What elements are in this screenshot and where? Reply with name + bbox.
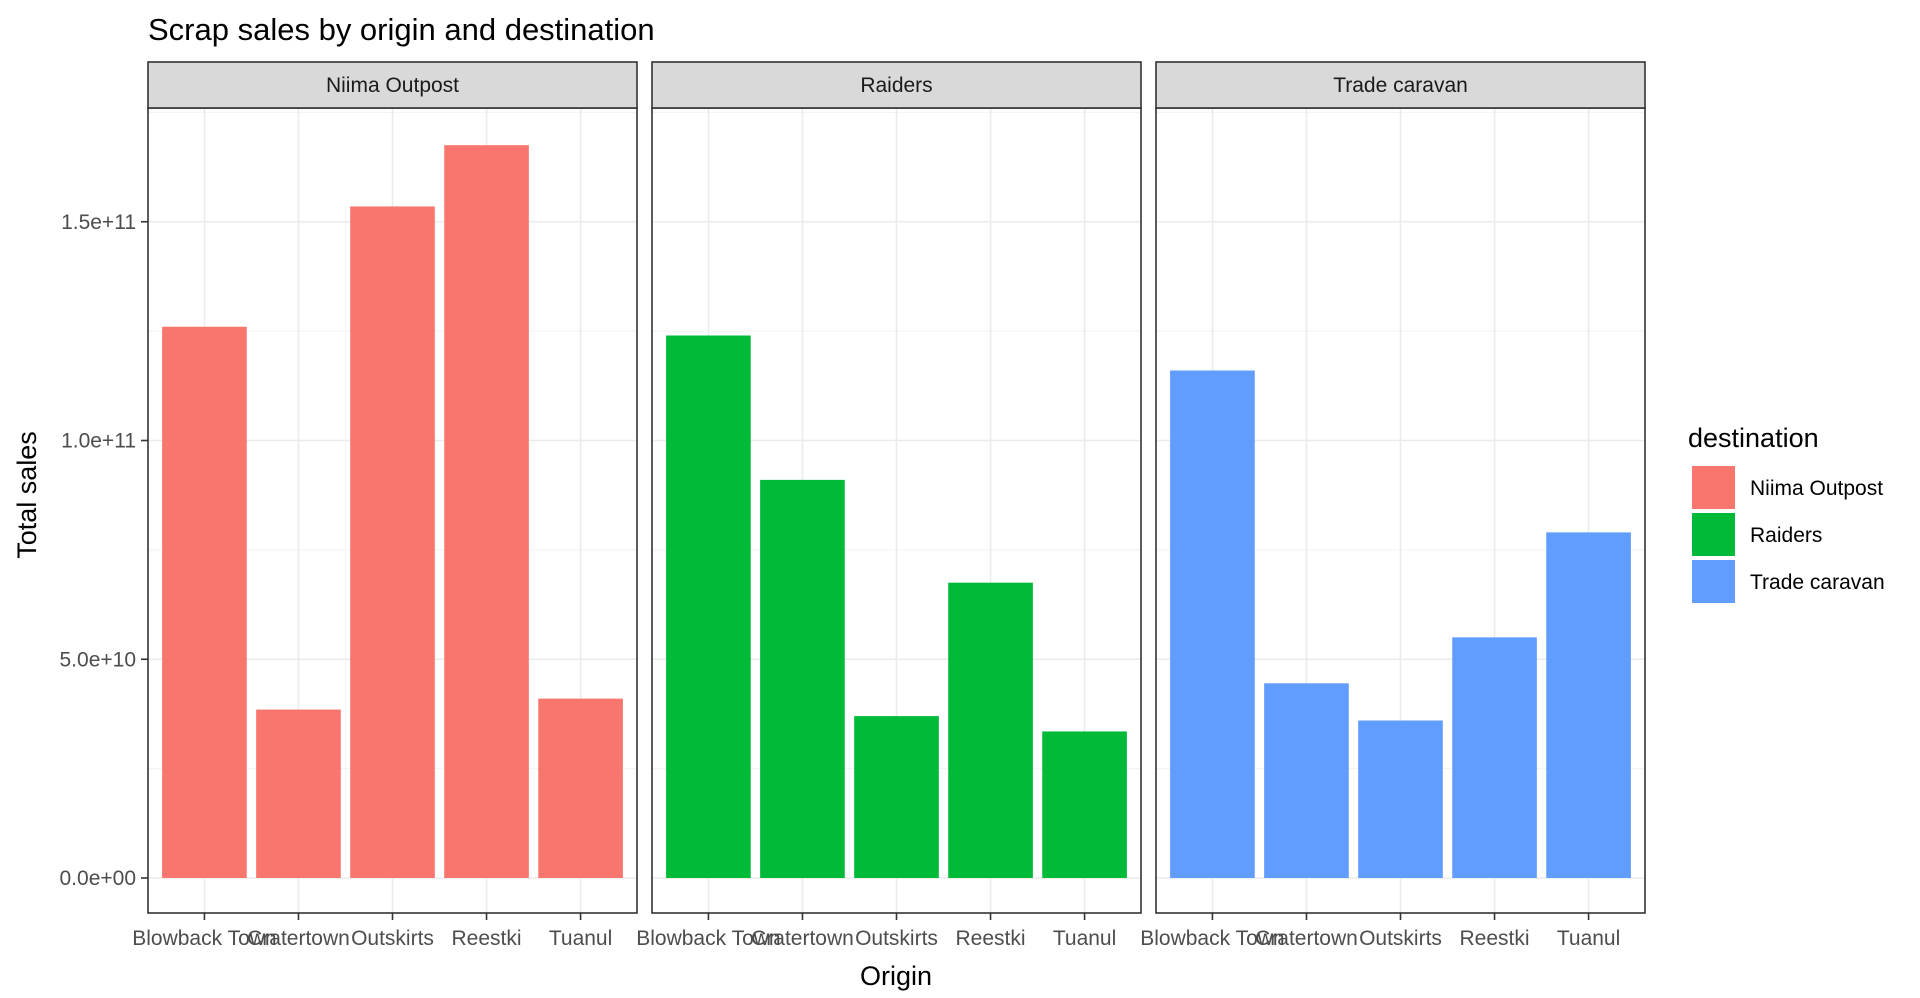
legend-key [1692, 466, 1735, 509]
y-axis: 0.0e+00 5.0e+10 1.0e+11 1.5e+11 [60, 211, 148, 890]
x-tick-label: Cratertown [751, 927, 854, 950]
bar [760, 479, 845, 878]
bar [1358, 720, 1443, 878]
bar [538, 698, 623, 878]
bar [1042, 731, 1127, 878]
x-tick-label: Blowback Town [132, 927, 276, 950]
legend-label: Niima Outpost [1750, 477, 1883, 500]
x-tick-label: Cratertown [1255, 927, 1358, 950]
x-tick-label: Outskirts [855, 927, 938, 950]
y-tick-label: 0.0e+00 [60, 867, 137, 890]
x-tick-label: Reestki [452, 927, 522, 950]
facet-strip-label: Trade caravan [1333, 74, 1468, 97]
bar [948, 582, 1033, 878]
y-tick-label: 1.5e+11 [61, 211, 136, 234]
facet-strip-label: Raiders [860, 74, 932, 97]
legend-key [1692, 513, 1735, 556]
bar [1170, 370, 1255, 878]
x-tick-label: Outskirts [1359, 927, 1442, 950]
x-tick-label: Outskirts [351, 927, 434, 950]
bar [256, 709, 341, 878]
x-tick-label: Blowback Town [636, 927, 780, 950]
x-tick-label: Reestki [956, 927, 1026, 950]
facet-strip [147, 61, 638, 109]
legend-label: Raiders [1750, 524, 1822, 547]
legend-title: destination [1688, 423, 1819, 453]
bar [444, 145, 529, 878]
legend: destination Niima Outpost Raiders Trade ca… [1688, 423, 1885, 603]
bar [162, 326, 247, 878]
bar [1264, 683, 1349, 878]
bar [1546, 532, 1631, 878]
y-axis-title: Total sales [12, 431, 42, 559]
x-tick-label: Tuanul [1557, 927, 1620, 950]
facet-strip-label: Niima Outpost [326, 74, 459, 97]
y-tick-label: 5.0e+10 [60, 648, 137, 671]
x-tick-label: Reestki [1460, 927, 1530, 950]
x-tick-label: Cratertown [247, 927, 350, 950]
y-tick-label: 1.0e+11 [61, 430, 136, 453]
legend-key [1692, 560, 1735, 603]
bar [350, 206, 435, 878]
chart-title: Scrap sales by origin and destination [148, 12, 655, 47]
facet-strip [1155, 61, 1646, 109]
legend-label: Trade caravan [1750, 571, 1885, 594]
x-axis-title: Origin [860, 961, 932, 991]
facet-strip [651, 61, 1142, 109]
x-tick-label: Tuanul [549, 927, 612, 950]
bar [1452, 637, 1537, 878]
bar [666, 335, 751, 878]
x-tick-label: Tuanul [1053, 927, 1116, 950]
bar [854, 716, 939, 878]
x-tick-label: Blowback Town [1140, 927, 1284, 950]
